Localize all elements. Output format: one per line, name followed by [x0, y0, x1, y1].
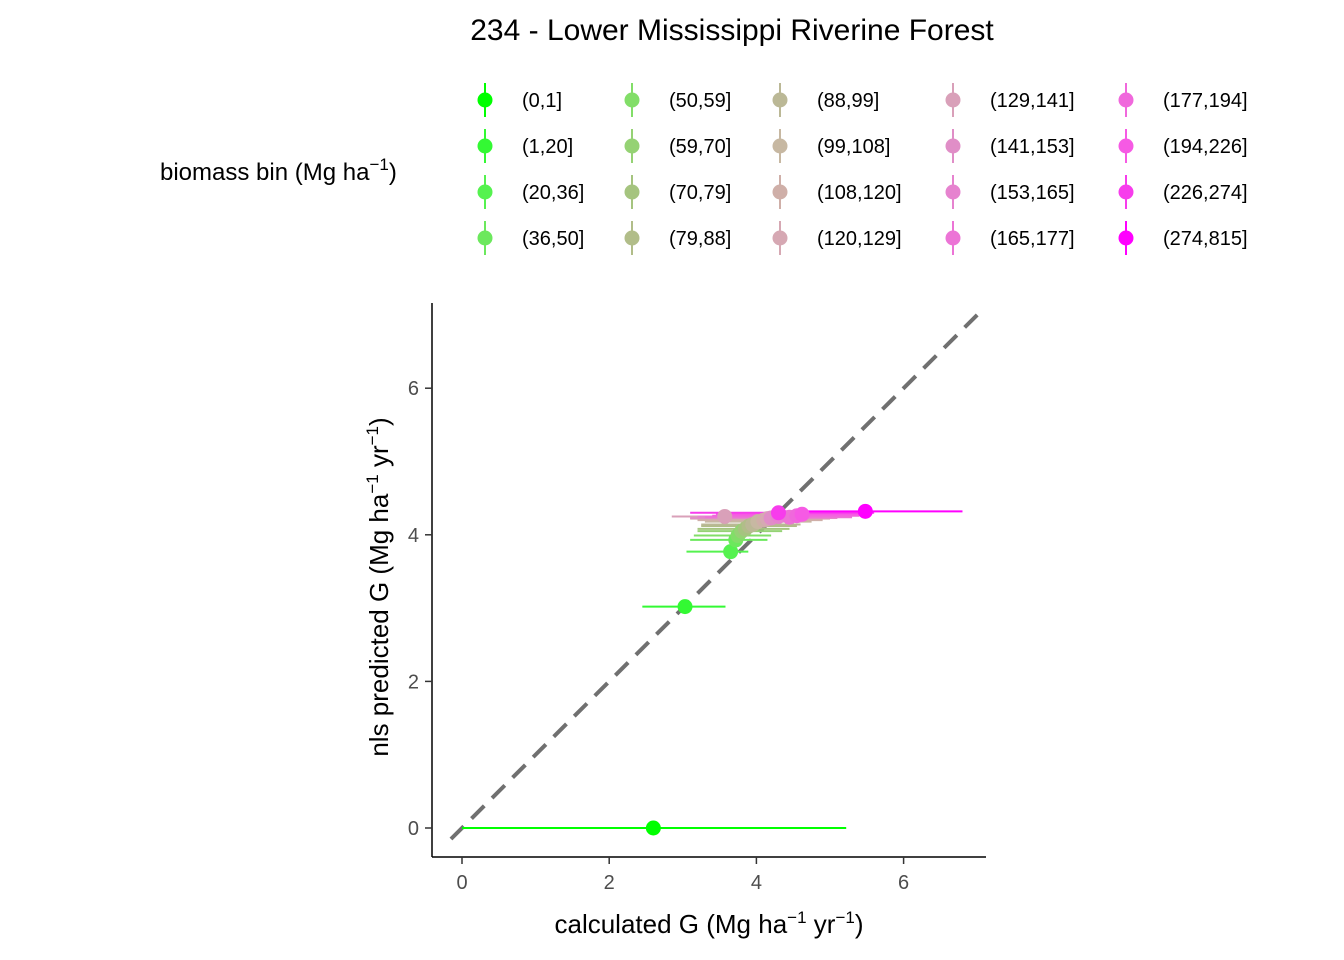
- legend-key-dot: [1118, 230, 1134, 246]
- x-tick-label: 0: [456, 872, 467, 894]
- legend-key-dot: [945, 92, 961, 108]
- legend-key-dot: [772, 184, 788, 200]
- legend-key-dot: [945, 184, 961, 200]
- legend-label: (141,153]: [990, 136, 1075, 158]
- plot-panel: 0 2 4 6 0 2 4 6: [408, 303, 986, 894]
- legend-title: biomass bin (Mg ha−1): [160, 155, 397, 186]
- y-axis-title-end: ): [364, 417, 394, 426]
- y-axis-title-mid: yr: [364, 445, 394, 474]
- legend-title-superscript: −1: [369, 155, 388, 174]
- x-axis-title-end: ): [855, 909, 864, 939]
- legend-key-dot: [477, 230, 493, 246]
- legend-key-dot: [772, 230, 788, 246]
- axis-ticks: 0 2 4 6 0 2 4 6: [408, 378, 909, 894]
- chart-title: 234 - Lower Mississippi Riverine Forest: [470, 14, 994, 47]
- legend-key-dot: [624, 184, 640, 200]
- legend-key-dot: [772, 92, 788, 108]
- legend-key-dot: [477, 138, 493, 154]
- legend-key-dot: [624, 138, 640, 154]
- legend: biomass bin (Mg ha−1) (0,1] (1,20] (20,36]…: [160, 83, 1248, 255]
- legend-key-dot: [624, 230, 640, 246]
- legend-key-dot: [624, 92, 640, 108]
- data-point: [723, 544, 739, 560]
- y-tick-label: 4: [408, 525, 419, 547]
- legend-key-dot: [945, 230, 961, 246]
- legend-label: (0,1]: [522, 90, 562, 112]
- y-axis-title-sup-2: −1: [363, 426, 382, 445]
- x-axis-title-sup-1: −1: [787, 908, 806, 927]
- legend-label: (99,108]: [817, 136, 890, 158]
- legend-label: (108,120]: [817, 182, 902, 204]
- data-point: [770, 505, 786, 521]
- legend-label: (70,79]: [669, 182, 731, 204]
- legend-key-dot: [1118, 92, 1134, 108]
- data-point: [794, 506, 810, 522]
- y-axis-title: nls predicted G (Mg ha−1 yr−1): [363, 417, 394, 756]
- legend-label: (165,177]: [990, 228, 1075, 250]
- legend-key-dot: [477, 92, 493, 108]
- x-tick-label: 2: [604, 872, 615, 894]
- x-axis-title-mid: yr: [807, 909, 836, 939]
- x-axis-title-text: calculated G (Mg ha: [554, 909, 787, 939]
- y-axis-title-text: nls predicted G (Mg ha: [364, 493, 394, 757]
- data-points: [645, 503, 873, 836]
- y-tick-label: 2: [408, 671, 419, 693]
- data-point: [677, 599, 693, 615]
- legend-label: (153,165]: [990, 182, 1075, 204]
- legend-label: (1,20]: [522, 136, 573, 158]
- legend-label: (36,50]: [522, 228, 584, 250]
- legend-items: (0,1] (1,20] (20,36] (36,50] (50,59] (59,70] (…: [477, 83, 1248, 255]
- y-tick-label: 0: [408, 818, 419, 840]
- legend-label: (129,141]: [990, 90, 1075, 112]
- x-axis-title-sup-2: −1: [835, 908, 854, 927]
- legend-title-text: biomass bin (Mg ha: [160, 159, 370, 186]
- legend-key-dot: [1118, 184, 1134, 200]
- legend-label: (274,815]: [1163, 228, 1248, 250]
- legend-label: (194,226]: [1163, 136, 1248, 158]
- legend-label: (120,129]: [817, 228, 902, 250]
- y-axis-title-sup-1: −1: [363, 474, 382, 493]
- error-bars: [462, 510, 963, 829]
- legend-key-dot: [477, 184, 493, 200]
- legend-label: (20,36]: [522, 182, 584, 204]
- reference-line-1-to-1: [449, 313, 979, 841]
- data-point: [645, 820, 661, 836]
- x-axis-title: calculated G (Mg ha−1 yr−1): [554, 908, 863, 939]
- legend-label: (177,194]: [1163, 90, 1248, 112]
- y-tick-label: 6: [408, 378, 419, 400]
- legend-title-end: ): [389, 159, 397, 186]
- legend-key-dot: [1118, 138, 1134, 154]
- legend-label: (50,59]: [669, 90, 731, 112]
- x-tick-label: 4: [751, 872, 762, 894]
- legend-label: (226,274]: [1163, 182, 1248, 204]
- legend-label: (79,88]: [669, 228, 731, 250]
- legend-key-dot: [945, 138, 961, 154]
- legend-label: (59,70]: [669, 136, 731, 158]
- x-tick-label: 6: [898, 872, 909, 894]
- data-point: [717, 508, 733, 524]
- data-point: [857, 503, 873, 519]
- legend-key-dot: [772, 138, 788, 154]
- legend-label: (88,99]: [817, 90, 879, 112]
